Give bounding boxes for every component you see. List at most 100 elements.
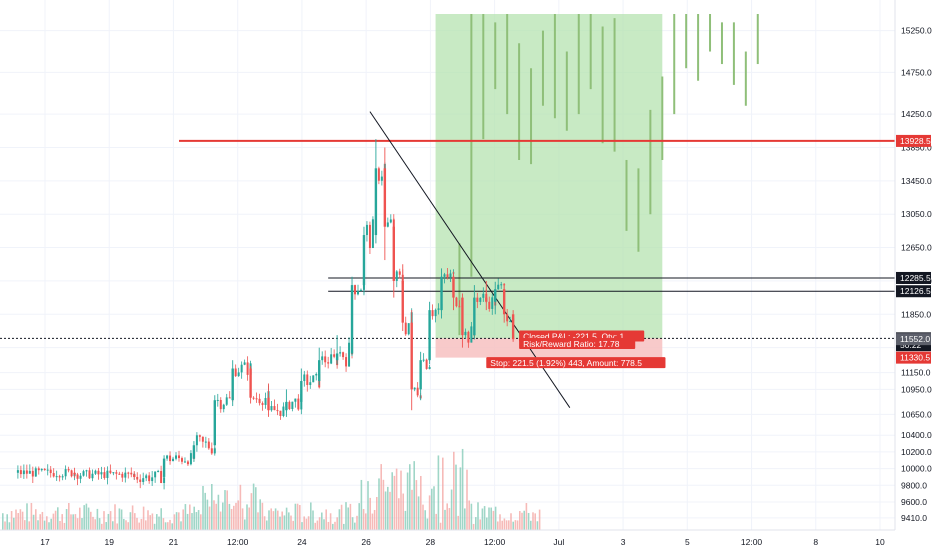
volume-bar [114, 504, 116, 530]
volume-bar [305, 518, 308, 530]
volume-bar [499, 514, 501, 530]
price-label-bg-2 [896, 285, 931, 298]
candle-body-24 [85, 470, 88, 472]
candle-body-148 [404, 322, 407, 335]
candle-body-133 [371, 219, 374, 248]
volume-bar [24, 520, 26, 530]
volume-bar [35, 509, 37, 530]
candle-body-46 [148, 475, 151, 482]
volume-bar [270, 508, 272, 530]
candle-body-173 [461, 297, 464, 336]
candle-body-191 [502, 289, 506, 315]
volume-bar [103, 511, 105, 530]
candle-body-109 [312, 375, 315, 383]
volume-bar [380, 464, 382, 530]
time-tick-12: 8 [813, 537, 818, 547]
candle-body-119 [335, 353, 339, 361]
candle-body-9 [43, 468, 46, 471]
volume-bar [307, 516, 310, 530]
volume-bar [349, 503, 352, 530]
volume-bar [81, 518, 83, 530]
candle-body-42 [136, 476, 139, 480]
volume-bar [90, 511, 92, 530]
volume-bar [255, 487, 257, 530]
volume-bar [318, 517, 321, 530]
volume-bar [250, 493, 253, 530]
long-position-tool[interactable] [435, 14, 663, 358]
volume-bar [175, 512, 178, 530]
horizontal-lines[interactable] [0, 139, 895, 339]
candle-body-48 [154, 471, 157, 478]
candle-body-128 [359, 289, 362, 292]
volume-bar [118, 508, 121, 530]
candle-body-164 [440, 276, 443, 311]
volume-bar [494, 506, 497, 530]
candle-body-33 [112, 472, 115, 474]
volume-bar [98, 518, 101, 530]
volume-bar [466, 469, 468, 530]
volume-bar [268, 510, 270, 530]
volume-bar [406, 472, 409, 530]
volume-bar [48, 522, 50, 530]
volume-bar [479, 519, 481, 530]
volume-bar [217, 494, 220, 530]
candle-body-161 [434, 309, 437, 317]
volume-bar [351, 517, 354, 530]
volume-bar [57, 507, 59, 530]
volume-bar [173, 514, 176, 530]
candle-body-121 [342, 352, 345, 358]
candle-body-175 [467, 331, 470, 343]
annotation-text-1: Risk/Reward Ratio: 17.78 [523, 339, 620, 349]
volume-bar [8, 522, 11, 530]
volume-bar [230, 508, 233, 530]
candle-body-141 [389, 219, 392, 223]
price-tick-16: 9800.0 [901, 480, 927, 490]
candle-body-187 [494, 289, 497, 302]
volume-bar [131, 505, 134, 530]
volume-bar [347, 507, 349, 530]
candle-body-140 [386, 222, 389, 227]
candle-body-86 [252, 397, 255, 399]
volume-bar [461, 448, 464, 530]
volume-bar [428, 495, 431, 530]
volume-bar [149, 515, 151, 530]
volume-bar [54, 510, 57, 530]
candle-body-34 [115, 472, 118, 474]
candle-body-27 [94, 470, 97, 474]
volume-bar [164, 522, 167, 530]
volume-bar [334, 521, 336, 530]
candle-body-151 [410, 322, 413, 390]
candle-body-166 [446, 274, 449, 278]
candle-body-103 [297, 398, 300, 410]
volume-bar [446, 503, 448, 530]
candle-body-57 [178, 455, 180, 459]
volume-bar [435, 513, 437, 530]
candle-body-76 [228, 397, 231, 399]
candle-body-110 [315, 374, 318, 376]
volume-bar [19, 509, 22, 530]
volume-bar [398, 498, 400, 530]
volume-bar [70, 514, 72, 530]
candle-body-116 [330, 354, 333, 364]
price-tick-4: 13450.0 [901, 176, 932, 186]
volume-bar [191, 513, 193, 530]
price-label-bg-5 [896, 333, 931, 346]
volume-bar [382, 479, 385, 530]
volume-bar [336, 517, 338, 530]
candle-body-180 [479, 297, 482, 302]
candle-body-183 [485, 297, 488, 302]
candle-body-185 [491, 297, 494, 309]
volume-bar [87, 507, 90, 530]
candle-body-75 [225, 397, 228, 405]
volume-bar [371, 513, 374, 530]
volume-bar [46, 516, 48, 530]
volume-bar [193, 506, 195, 530]
volume-bar [497, 521, 499, 530]
volume-bar [257, 512, 259, 530]
volume-bar [431, 488, 433, 530]
time-axis[interactable]: 17 19 21 12:00 24 26 28 12:00 Jul 3 5 12:00 8 10 [0, 529, 895, 547]
volume-bar [538, 509, 541, 530]
volume-bar [85, 503, 88, 530]
